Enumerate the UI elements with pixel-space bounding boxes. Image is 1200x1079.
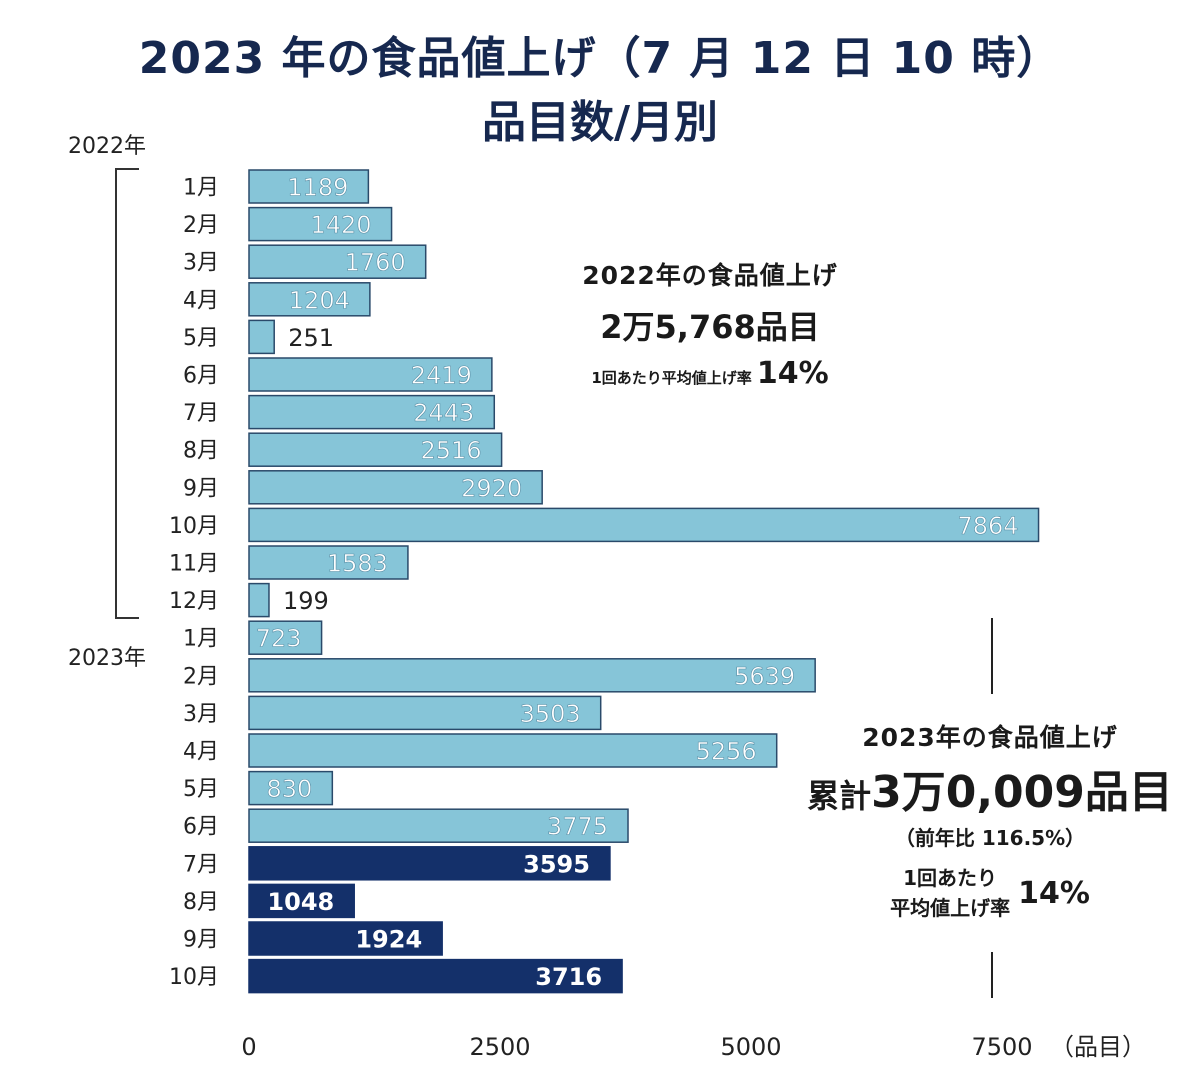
category-label-9: 9月 [183,476,219,501]
bar-6 [248,357,493,392]
annotation-2022-avg-value: 14% [756,356,829,391]
x-tick-label-1: 0 [241,1033,256,1061]
value-label-3: 1760 [345,249,406,277]
annotation-2022-total: 2万5,768品目 [600,308,820,346]
bar-21 [248,921,443,956]
bar-20 [248,883,355,919]
value-label-13: 723 [256,625,302,653]
chart-title: 2023 年の食品値上げ（7 月 12 日 10 時） [138,33,1062,84]
category-label-13: 1月 [183,627,219,652]
value-label-20: 1048 [267,888,334,916]
value-label-7: 2443 [413,399,474,427]
bar-5 [248,319,275,355]
value-label-5: 251 [288,324,334,352]
annotation-2023-avg-label-2: 平均値上げ率 [890,896,1011,920]
bar-10 [248,507,1040,543]
category-label-11: 11月 [169,552,219,577]
x-tick-label-4: 7500 [971,1033,1032,1061]
bar-8 [248,432,503,467]
value-label-17: 830 [267,775,313,803]
category-label-22: 10月 [169,965,219,990]
bar-16 [248,733,778,768]
annotation-2023-avg-value: 14% [1018,875,1090,911]
bar-2 [248,206,393,242]
category-label-2: 2月 [183,213,219,238]
annotation-2023-total: 3万0,009品目 [871,767,1173,818]
value-label-10: 7864 [957,512,1018,540]
annotation-2023: 2023年の食品値上げ 累計3万0,009品目 （前年比 116.5%） 1回あ… [790,718,1190,923]
bar-13 [248,620,323,655]
category-label-15: 3月 [183,702,219,727]
value-label-4: 1204 [289,286,350,314]
year-2022-bracket [115,168,139,619]
value-label-9: 2920 [461,474,522,502]
x-axis-unit: （品目） [1050,1033,1146,1061]
value-label-15: 3503 [520,700,581,728]
category-label-19: 7月 [183,852,219,877]
annotation-2023-yoy: （前年比 116.5%） [894,826,1086,850]
bar-22 [248,958,623,994]
annotation-2022-heading: 2022年の食品値上げ [582,261,838,290]
bar-15 [248,695,602,731]
chart-subtitle: 品目数/月別 [481,97,719,148]
annotation-2023-avg-label-1: 1回あたり [903,866,998,890]
category-label-17: 5月 [183,777,219,802]
value-label-21: 1924 [355,926,422,954]
annotation-2023-total-prefix: 累計 [807,777,872,815]
category-label-10: 10月 [169,514,219,539]
value-label-22: 3716 [535,963,602,991]
annotation-2023-heading: 2023年の食品値上げ [862,723,1118,752]
bar-14 [248,658,816,693]
category-label-14: 2月 [183,664,219,689]
category-label-5: 5月 [183,326,219,351]
value-label-2: 1420 [310,211,371,239]
bar-11 [248,545,409,580]
annotation-2023-line-bottom [991,952,993,998]
category-label-1: 1月 [183,176,219,201]
value-label-14: 5639 [734,662,795,690]
category-label-12: 12月 [169,589,219,614]
value-label-19: 3595 [523,850,590,878]
bar-17 [248,770,334,806]
x-tick-label-3: 5000 [720,1033,781,1061]
category-label-18: 6月 [183,815,219,840]
value-label-18: 3775 [547,813,608,841]
annotation-2022-avg-label: 1回あたり平均値上げ率 [591,369,752,387]
category-label-16: 4月 [183,740,219,765]
category-label-20: 8月 [183,890,219,915]
bar-18 [248,808,629,843]
category-label-3: 3月 [183,251,219,276]
bar-9 [248,470,543,505]
bar-7 [248,394,496,430]
x-tick-label-2: 2500 [469,1033,530,1061]
bar-12 [248,582,270,618]
bar-19 [248,846,611,881]
category-label-21: 9月 [183,928,219,953]
value-label-8: 2516 [421,437,482,465]
year-label-2022: 2022年 [68,134,146,159]
category-label-6: 6月 [183,364,219,389]
category-label-4: 4月 [183,288,219,313]
year-label-2023: 2023年 [68,646,146,671]
bar-4 [248,282,371,317]
annotation-2022: 2022年の食品値上げ 2万5,768品目 1回あたり平均値上げ率 14% [540,256,880,391]
bar-3 [248,244,427,279]
bar-1 [248,169,370,204]
value-label-16: 5256 [696,738,757,766]
category-label-7: 7月 [183,401,219,426]
value-label-6: 2419 [411,362,472,390]
value-label-1: 1189 [287,174,348,202]
value-label-11: 1583 [327,550,388,578]
annotation-2023-line-top [991,618,993,694]
value-label-12: 199 [283,587,329,615]
category-label-8: 8月 [183,439,219,464]
